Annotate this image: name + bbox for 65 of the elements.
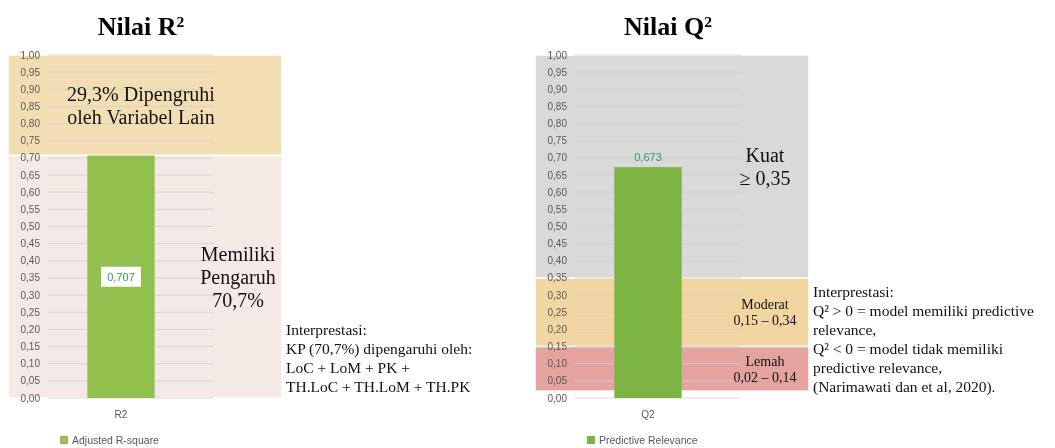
y-tick-label: 0,35	[20, 272, 41, 284]
chart-title: Nilai Q$^{2}$	[624, 12, 713, 41]
y-tick-label: 0,20	[547, 323, 568, 335]
y-tick-label: 0,15	[20, 341, 41, 353]
y-tick-label: 0,20	[20, 323, 41, 335]
y-tick-label: 0,05	[547, 375, 568, 387]
y-tick-label: 0,00	[547, 392, 568, 404]
y-tick-label: 0,55	[20, 203, 41, 215]
text: Interprestasi:	[813, 283, 894, 300]
y-tick-label: 0,45	[20, 238, 41, 250]
y-tick-label: 0,55	[547, 203, 568, 215]
text: KP (70,7%) dipengaruhi oleh:	[286, 340, 473, 358]
text: Q² < 0 = model tidak memiliki	[813, 340, 1004, 357]
y-tick-label: 0,45	[547, 238, 568, 250]
y-tick-label: 0,80	[20, 118, 41, 130]
band-label: Moderat 0,15 – 0,34	[733, 297, 797, 329]
band-label: Kuat ≥ 0,35	[739, 143, 791, 189]
y-tick-label: 0,65	[20, 169, 41, 181]
legend-label: Adjusted R-square	[72, 434, 160, 446]
text: predictive relevance,	[813, 359, 943, 376]
y-tick-label: 0,65	[547, 169, 568, 181]
band-label: Lemah 0,02 – 0,14	[733, 353, 797, 385]
y-tick-label: 0,00	[20, 392, 41, 404]
x-tick-label: Q2	[641, 409, 656, 420]
y-tick-label: 0,50	[547, 221, 568, 232]
y-tick-label: 0,10	[547, 358, 568, 370]
y-tick-label: 0,90	[20, 83, 41, 95]
y-tick-label: 0,35	[547, 272, 568, 284]
y-tick-label: 0,85	[20, 100, 41, 112]
text: (Narimawati dan et al, 2020).	[813, 378, 996, 396]
y-tick-label: 0,85	[547, 100, 568, 112]
y-tick-label: 0,25	[547, 306, 568, 318]
y-tick-label: 0,75	[20, 135, 41, 147]
x-tick-label: R2	[114, 409, 128, 420]
y-tick-label: 0,40	[547, 255, 568, 267]
y-tick-label: 0,50	[20, 221, 41, 232]
text: Interprestasi:	[286, 321, 367, 338]
y-tick-label: 0,25	[20, 306, 41, 318]
band-label: 29,3% Dipengruhi oleh Variabel Lain	[67, 82, 216, 128]
y-tick-label: 0,40	[20, 255, 41, 267]
y-tick-label: 0,05	[20, 375, 41, 387]
y-tick-label: 0,15	[547, 341, 568, 353]
y-tick-label: 1,00	[547, 49, 568, 61]
text: LoC + LoM + PK +	[286, 359, 410, 376]
y-tick-label: 0,70	[547, 152, 568, 164]
y-tick-label: 0,60	[547, 186, 568, 198]
y-tick-label: 1,00	[20, 49, 41, 61]
text: Q² > 0 = model memiliki predictive	[813, 302, 1035, 319]
text: relevance,	[813, 321, 877, 338]
text: 0,707	[107, 270, 135, 283]
y-tick-label: 0,30	[547, 289, 568, 301]
y-tick-label: 0,80	[547, 118, 568, 130]
y-tick-label: 0,95	[547, 66, 568, 78]
chart-title: Nilai R$^{2}$	[97, 12, 185, 41]
y-tick-label: 0,75	[547, 135, 568, 147]
text: 0,673	[634, 151, 662, 164]
y-tick-label: 0,60	[20, 186, 41, 198]
y-tick-label: 0,30	[20, 289, 41, 301]
y-tick-label: 0,10	[20, 358, 41, 370]
text: TH.LoC + TH.LoM + TH.PK	[286, 378, 472, 395]
y-tick-label: 0,95	[20, 66, 41, 78]
y-tick-label: 0,70	[20, 152, 41, 164]
y-tick-label: 0,90	[547, 83, 568, 95]
legend-label: Predictive Relevance	[599, 434, 698, 446]
band-label: Memiliki Pengaruh 70,7%	[200, 242, 276, 311]
